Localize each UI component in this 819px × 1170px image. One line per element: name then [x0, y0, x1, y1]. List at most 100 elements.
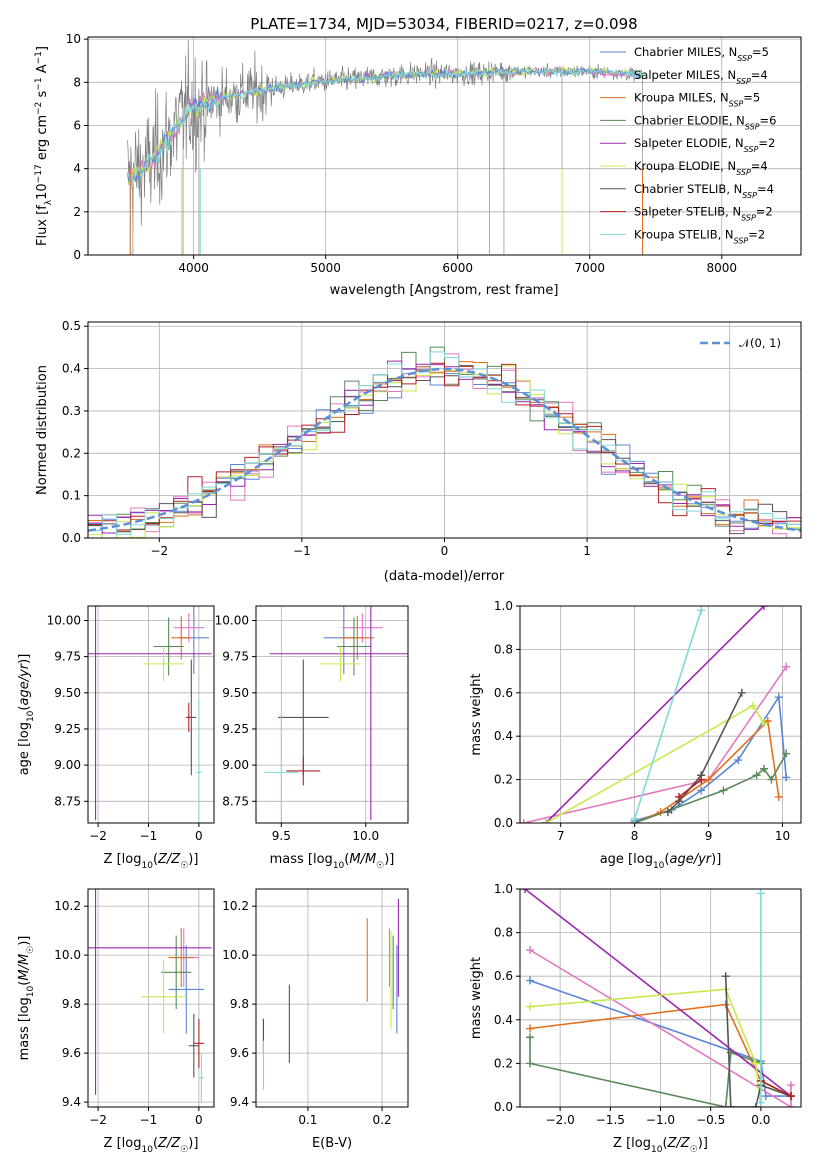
y-tick-label: 0.2 — [62, 446, 81, 460]
y-tick-label: 10.2 — [54, 899, 81, 913]
tick-labels: −2 −1 0 8.75 9.00 9.25 9.50 9.75 10.00 — [47, 613, 203, 843]
mass-vs-ebv-panel: 0.1 0.2 9.4 9.6 9.8 10.0 10.2 E(B-V) — [222, 888, 409, 1151]
y-tick-label: 9.8 — [62, 997, 81, 1011]
y-tick-label: 9.00 — [54, 758, 81, 772]
residuals-legend: 𝒩(0, 1) — [700, 336, 781, 350]
x-axis-label: age [log10(age/yr)] — [600, 852, 722, 871]
weight-point-marker — [760, 606, 769, 610]
x-axis-label: E(B-V) — [312, 1136, 352, 1151]
model-spectrum-line — [127, 66, 644, 183]
grid-lines — [88, 889, 214, 1107]
grid-lines — [256, 889, 408, 1107]
y-tick-label: 0.8 — [494, 642, 513, 656]
weight-point-marker — [526, 1033, 535, 1042]
weight-point-marker — [786, 1092, 795, 1101]
spectrum-y-label: Flux [fλ10−17 erg cm−2 s−1 A−1] — [34, 46, 54, 246]
tick-labels: −2 −1 0 1 2 0.0 0.1 0.2 0.3 0.4 0.5 — [62, 319, 734, 558]
y-tick-label: 1.0 — [494, 599, 513, 613]
y-axis-label: mass [log10(M/M☉)] — [17, 936, 36, 1061]
y-tick-label: 9.50 — [54, 686, 81, 700]
x-tick-label: −1 — [140, 1113, 158, 1127]
x-tick-label: 0.0 — [751, 1113, 770, 1127]
x-tick-label: 0 — [195, 829, 203, 843]
y-tick-label: 0.4 — [62, 362, 81, 376]
axes-frame — [519, 605, 802, 824]
y-tick-label: 0.5 — [62, 319, 81, 333]
y-tick-label: 9.50 — [222, 686, 249, 700]
y-tick-label: 6 — [73, 118, 81, 132]
weight-series-line — [634, 753, 787, 823]
axes-frame — [87, 888, 215, 1108]
y-tick-label: 4 — [73, 162, 81, 176]
x-tick-label: 6000 — [442, 261, 473, 275]
weight-series-line — [634, 694, 787, 822]
y-tick-label: 9.6 — [230, 1046, 249, 1060]
legend-label: Salpeter STELIB, NSSP=2 — [634, 205, 773, 223]
spectrum-legend: Chabrier MILES, NSSP=5 Salpeter MILES, NS… — [600, 45, 776, 245]
weight-point-marker — [721, 1103, 730, 1107]
y-tick-label: 2 — [73, 205, 81, 219]
weight-series-line — [760, 1080, 792, 1097]
residuals-panel: −2 −1 0 1 2 0.0 0.1 0.2 0.3 0.4 0.5 (data-model)/er… — [35, 319, 802, 584]
y-tick-label: 9.6 — [62, 1046, 81, 1060]
y-tick-label: 0.8 — [494, 926, 513, 940]
weight-series-line — [529, 979, 791, 1097]
weight-point-marker — [541, 819, 550, 823]
weight-point-marker — [630, 814, 639, 823]
weight-point-marker — [521, 889, 530, 893]
y-axis-label: age [log10(age/yr)] — [17, 654, 36, 776]
axes-frame — [87, 321, 802, 539]
legend-label: Salpeter ELODIE, NSSP=2 — [634, 136, 775, 154]
plot-area — [520, 606, 791, 823]
weight-series-line — [545, 704, 765, 823]
weight-point-marker — [751, 1103, 760, 1107]
weight-point-marker — [774, 792, 783, 801]
x-tick-label: 10.0 — [352, 829, 379, 843]
y-tick-label: 10.00 — [47, 613, 81, 627]
y-tick-label: 0.4 — [494, 1013, 513, 1027]
x-tick-label: 10 — [775, 829, 790, 843]
weight-point-marker — [697, 606, 706, 615]
x-tick-label: 8 — [631, 829, 639, 843]
y-tick-label: 0 — [73, 248, 81, 262]
weight-series-line — [545, 606, 765, 823]
y-tick-label: 9.75 — [54, 650, 81, 664]
weight-series-line — [678, 778, 702, 798]
weight-point-marker — [697, 775, 706, 784]
age-vs-mass-panel: 9.5 10.0 8.75 9.00 9.25 9.50 9.75 10.00 mass [lo… — [215, 605, 409, 871]
y-tick-label: 9.75 — [222, 650, 249, 664]
weight-point-marker — [786, 1103, 795, 1107]
y-tick-label: 0.0 — [62, 531, 81, 545]
weight-point-marker — [663, 808, 672, 817]
weight-point-marker — [760, 764, 769, 773]
tick-labels: −2 −1 0 9.4 9.6 9.8 10.0 10.2 — [54, 899, 202, 1127]
weight-series-line — [529, 1037, 762, 1107]
tick-labels: 7 8 9 10 0.0 0.2 0.4 0.6 0.8 1.0 — [494, 599, 790, 843]
age-vs-metallicity-panel: −2 −1 0 8.75 9.00 9.25 9.50 9.75 10.00 Z [log10(Z… — [17, 605, 215, 871]
y-tick-label: 0.3 — [62, 404, 81, 418]
y-tick-label: 1.0 — [494, 882, 513, 896]
y-tick-label: 8.75 — [54, 794, 81, 808]
legend-label: 𝒩(0, 1) — [739, 336, 781, 350]
weight-point-marker — [756, 1098, 765, 1107]
residuals-y-label: Normed distribution — [35, 365, 50, 495]
x-tick-label: −2 — [89, 829, 107, 843]
x-axis-label: mass [log10(M/M☉)] — [270, 852, 395, 871]
y-tick-label: 10.0 — [222, 948, 249, 962]
observed-spectrum-line — [127, 39, 643, 229]
tick-labels: 9.5 10.0 8.75 9.00 9.25 9.50 9.75 10.00 — [215, 613, 379, 843]
weight-point-marker — [520, 819, 528, 823]
y-tick-label: 8 — [73, 75, 81, 89]
weight-point-marker — [748, 701, 757, 710]
mass-vs-metallicity-panel: −2 −1 0 9.4 9.6 9.8 10.0 10.2 Z [log10(Z/Z☉)] mas… — [17, 888, 215, 1155]
legend-label: Salpeter MILES, NSSP=4 — [634, 68, 768, 86]
weight-point-marker — [674, 792, 683, 801]
model-spectrum-line — [127, 64, 644, 184]
weight-point-marker — [751, 1059, 760, 1068]
x-tick-label: 0.2 — [373, 1113, 392, 1127]
axes-frame — [255, 605, 409, 824]
y-tick-label: 0.1 — [62, 489, 81, 503]
x-tick-label: 0.1 — [298, 1113, 317, 1127]
weight-point-marker — [761, 1092, 770, 1101]
plot-area — [262, 898, 399, 1090]
